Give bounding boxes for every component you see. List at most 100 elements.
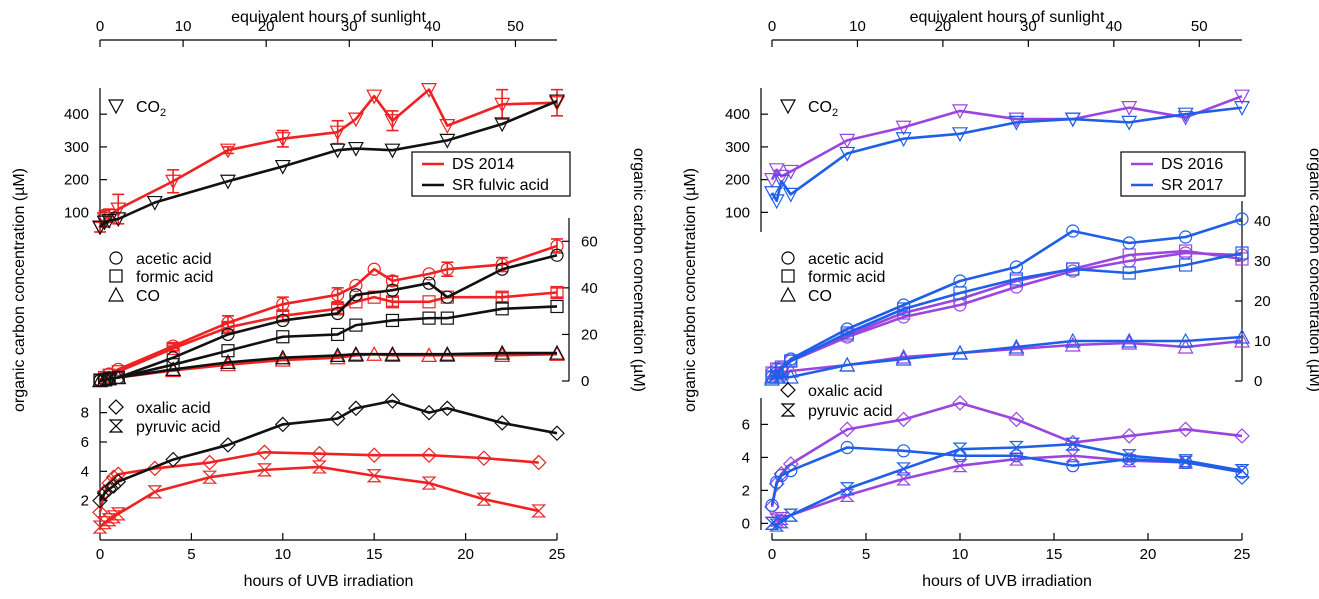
data-point-triangle-down [839, 133, 856, 149]
marker-legend-oxalic: oxalic acid pyruvic acid [780, 382, 892, 420]
x-axis-title: hours of UVB irradiation [922, 573, 1092, 590]
data-point-triangle-up [895, 350, 912, 366]
y-axis-tick-label: 10 [1254, 333, 1271, 350]
data-point-diamond [476, 450, 492, 466]
x-axis: 0 5 10 15 20 25 hours of UVB irradiation [768, 533, 1251, 590]
legend-label: pyruvic acid [808, 403, 892, 420]
y-axis-tick-label: 200 [725, 172, 750, 189]
data-point-diamond [530, 454, 547, 471]
data-point-square [1178, 258, 1193, 272]
data-point-hourglass [366, 469, 382, 483]
data-point-diamond [92, 492, 108, 509]
legend-marker-square [109, 269, 123, 283]
series-sr-2017-co [763, 328, 1251, 386]
data-point-circle [550, 248, 564, 262]
data-point-circle [550, 239, 564, 253]
data-point-triangle-down [274, 132, 291, 147]
y-axis-tick-label: 0 [1254, 373, 1262, 390]
data-point-diamond [839, 421, 856, 438]
legend-label: acetic acid [808, 251, 884, 268]
legend-label: oxalic acid [136, 400, 211, 417]
data-point-hourglass [531, 504, 547, 518]
y-axis-tick-label: 100 [725, 204, 750, 221]
legend-label: CO [808, 288, 832, 305]
legend-marker-hourglass [108, 419, 124, 433]
data-point-triangle-down [1121, 115, 1138, 131]
data-point-diamond [110, 473, 127, 490]
data-point-triangle-down [101, 213, 118, 229]
panel-co2: 100 200 300 400 CO2 [64, 83, 566, 236]
y-axis-tick-label: 4 [81, 463, 89, 480]
data-point-diamond [1008, 411, 1025, 428]
data-point-triangle-up [494, 344, 511, 360]
data-point-hourglass [764, 516, 780, 531]
y-axis-tick-label: 0 [581, 373, 589, 390]
x-axis-tick-label: 25 [1234, 546, 1251, 563]
legend-label: CO2 [136, 99, 166, 119]
data-point-hourglass [110, 507, 126, 521]
data-point-triangle-down [951, 127, 969, 143]
legend-label: CO [136, 288, 160, 305]
data-point-square [896, 302, 911, 316]
data-point-triangle-down [1177, 107, 1194, 123]
data-point-circle [367, 262, 381, 276]
top-axis-tick-label: 10 [849, 18, 866, 35]
series-sr-fulvic-acid-co [91, 344, 566, 388]
x-axis-tick-label: 10 [952, 546, 969, 563]
data-point-circle [331, 306, 345, 321]
legend-marker-diamond [108, 399, 124, 415]
data-point-triangle-down [895, 120, 912, 136]
top-axis-tick-label: 20 [935, 18, 952, 35]
top-axis-tick-label: 30 [1020, 18, 1037, 35]
data-point-diamond [256, 444, 273, 461]
data-point-triangle-down [782, 187, 799, 203]
data-point-triangle-down [773, 174, 790, 190]
x-axis-tick-label: 25 [549, 546, 566, 563]
data-point-square [784, 354, 798, 368]
data-point-triangle-up [91, 372, 109, 388]
data-point-circle [1122, 236, 1136, 250]
data-point-triangle-down [1233, 101, 1251, 116]
data-point-diamond [1177, 421, 1194, 438]
source-legend-label: SR 2017 [1161, 177, 1223, 194]
panel-oxalic: 0 2 4 6 oxalic acid pyruvic acid [742, 382, 1250, 532]
data-point-circle [276, 313, 290, 328]
data-point-diamond [549, 425, 565, 442]
data-point-circle [221, 327, 235, 342]
top-axis-tick-label: 10 [175, 18, 192, 35]
data-point-triangle-up [1121, 332, 1138, 348]
top-axis: 0 10 20 30 40 50 equivalent hours of sunlight [768, 9, 1242, 47]
data-point-triangle-down [146, 195, 163, 211]
data-point-square [1122, 266, 1136, 280]
data-point-triangle-up [1177, 332, 1194, 348]
data-point-circle [1009, 449, 1024, 463]
series-line [771, 251, 1243, 378]
data-point-diamond [105, 478, 122, 494]
top-axis-tick-label: 0 [96, 18, 104, 35]
data-point-diamond [421, 404, 437, 421]
data-point-square [1178, 244, 1193, 258]
data-point-triangle-up [274, 349, 291, 365]
data-point-circle [1066, 459, 1080, 473]
x-axis: 0 5 10 15 20 25 hours of UVB irradiation [96, 533, 566, 590]
data-point-square [953, 286, 967, 300]
data-point-triangle-down [494, 117, 511, 133]
series-line [99, 351, 557, 382]
data-point-diamond [494, 415, 511, 431]
top-axis-title: equivalent hours of sunlight [231, 9, 426, 26]
data-point-triangle-down [763, 186, 781, 201]
series-line [771, 335, 1243, 381]
y-axis-co2: 100 200 300 400 [725, 88, 768, 232]
series-sr-fulvic-acid-oxalic-acid [92, 393, 565, 509]
data-point-triangle-up [347, 345, 364, 361]
x-axis-tick-label: 10 [274, 546, 291, 563]
series-sr-2017-acetic-acid [765, 212, 1249, 384]
data-point-hourglass [783, 508, 799, 522]
data-point-triangle-up [773, 368, 790, 384]
top-axis-tick-label: 50 [507, 18, 524, 35]
